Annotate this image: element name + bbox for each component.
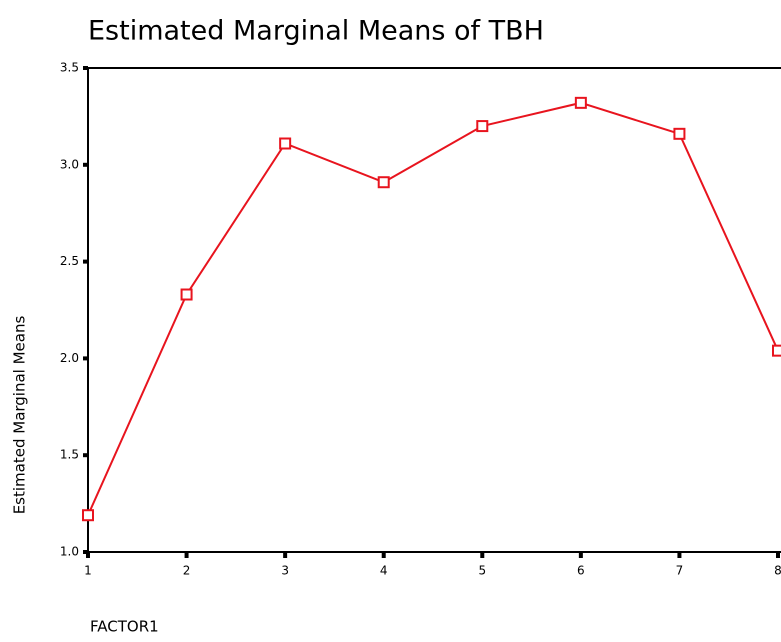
data-point [280, 139, 290, 149]
chart-title: Estimated Marginal Means of TBH [88, 16, 544, 47]
y-axis-label: Estimated Marginal Means [11, 316, 29, 515]
data-point [477, 121, 487, 131]
data-line [88, 103, 778, 515]
x-tick-label: 2 [183, 564, 191, 578]
x-tick-label: 7 [676, 564, 684, 578]
x-tick-label: 4 [380, 564, 388, 578]
chart: Estimated Marginal Means of TBH FACTOR1 … [0, 0, 781, 642]
data-point [674, 129, 684, 139]
data-point [773, 346, 781, 356]
y-tick-label: 1.5 [60, 448, 79, 462]
data-point [576, 98, 586, 108]
x-axis-label: FACTOR1 [90, 618, 159, 636]
y-tick-label: 3.0 [60, 157, 79, 171]
x-tick-label: 8 [774, 564, 781, 578]
x-tick-label: 1 [84, 564, 92, 578]
data-point [182, 290, 192, 300]
x-tick-label: 3 [281, 564, 289, 578]
x-tick-label: 6 [577, 564, 585, 578]
y-tick-label: 2.5 [60, 254, 79, 268]
y-tick-label: 2.0 [60, 351, 79, 365]
y-tick-label: 1.0 [60, 545, 79, 559]
plot-frame [88, 68, 781, 552]
x-tick-label: 5 [478, 564, 486, 578]
y-tick-label: 3.5 [60, 61, 79, 75]
data-point [379, 177, 389, 187]
data-point [83, 510, 93, 520]
